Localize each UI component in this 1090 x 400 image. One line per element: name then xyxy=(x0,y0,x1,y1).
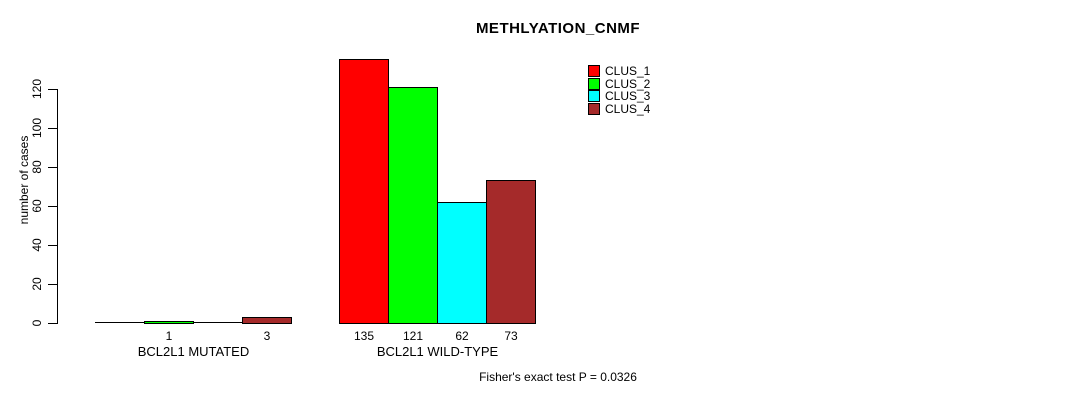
y-axis-tick-label: 40 xyxy=(30,238,44,252)
bar-value-label: 3 xyxy=(263,329,271,343)
legend-label: CLUS_3 xyxy=(605,89,651,104)
legend: CLUS_1 CLUS_2 CLUS_3 CLUS_4 xyxy=(588,65,650,115)
legend-label: CLUS_2 xyxy=(605,76,651,91)
y-axis-tick xyxy=(48,245,57,246)
bar-clus_1-mutated xyxy=(95,322,145,323)
bar-clus_2-wild-type xyxy=(388,87,438,324)
legend-item-clus_2: CLUS_2 xyxy=(588,76,651,91)
y-axis-tick-label: 60 xyxy=(30,199,44,213)
y-axis-tick xyxy=(48,206,57,207)
y-axis-tick xyxy=(48,323,57,324)
fisher-test-annotation: Fisher's exact test P = 0.0326 xyxy=(479,370,637,384)
y-axis-tick-label: 80 xyxy=(30,160,44,174)
legend-label: CLUS_4 xyxy=(605,101,651,116)
legend-swatch-clus_1 xyxy=(588,65,600,78)
bar-value-label: 135 xyxy=(353,329,375,343)
legend-item-clus_1: CLUS_1 xyxy=(588,65,650,78)
legend-label: CLUS_1 xyxy=(605,64,651,79)
y-axis-tick xyxy=(48,284,57,285)
y-axis-tick-label: 0 xyxy=(30,319,44,327)
legend-item-clus_3: CLUS_3 xyxy=(588,90,650,103)
bar-clus_1-wild-type xyxy=(339,59,389,324)
x-axis-category-label: BCL2L1 WILD-TYPE xyxy=(376,344,499,359)
y-axis-tick xyxy=(48,167,57,168)
bar-clus_2-mutated xyxy=(144,321,194,324)
legend-item-clus_4: CLUS_4 xyxy=(588,101,651,116)
chart-title: METHLYATION_CNMF xyxy=(475,20,641,37)
bar-clus_3-mutated xyxy=(193,322,243,323)
y-axis-tick-label: 120 xyxy=(30,78,44,100)
bar-value-label: 62 xyxy=(455,329,469,343)
y-axis-tick xyxy=(48,89,57,90)
y-axis-tick xyxy=(48,128,57,129)
y-axis-tick-label: 100 xyxy=(30,117,44,139)
bar-value-label: 73 xyxy=(504,329,518,343)
bar-clus_4-mutated xyxy=(242,317,292,324)
legend-swatch-clus_4 xyxy=(588,102,600,115)
bar-value-label: 121 xyxy=(402,329,424,343)
bar-clus_4-wild-type xyxy=(486,180,536,324)
y-axis-label: number of cases xyxy=(17,135,31,225)
y-axis-line xyxy=(57,89,58,324)
legend-swatch-clus_2 xyxy=(588,77,600,90)
legend-swatch-clus_3 xyxy=(588,90,600,103)
bar-value-label: 1 xyxy=(165,329,173,343)
y-axis-tick-label: 20 xyxy=(30,277,44,291)
x-axis-category-label: BCL2L1 MUTATED xyxy=(137,344,250,359)
bar-clus_3-wild-type xyxy=(437,202,487,324)
